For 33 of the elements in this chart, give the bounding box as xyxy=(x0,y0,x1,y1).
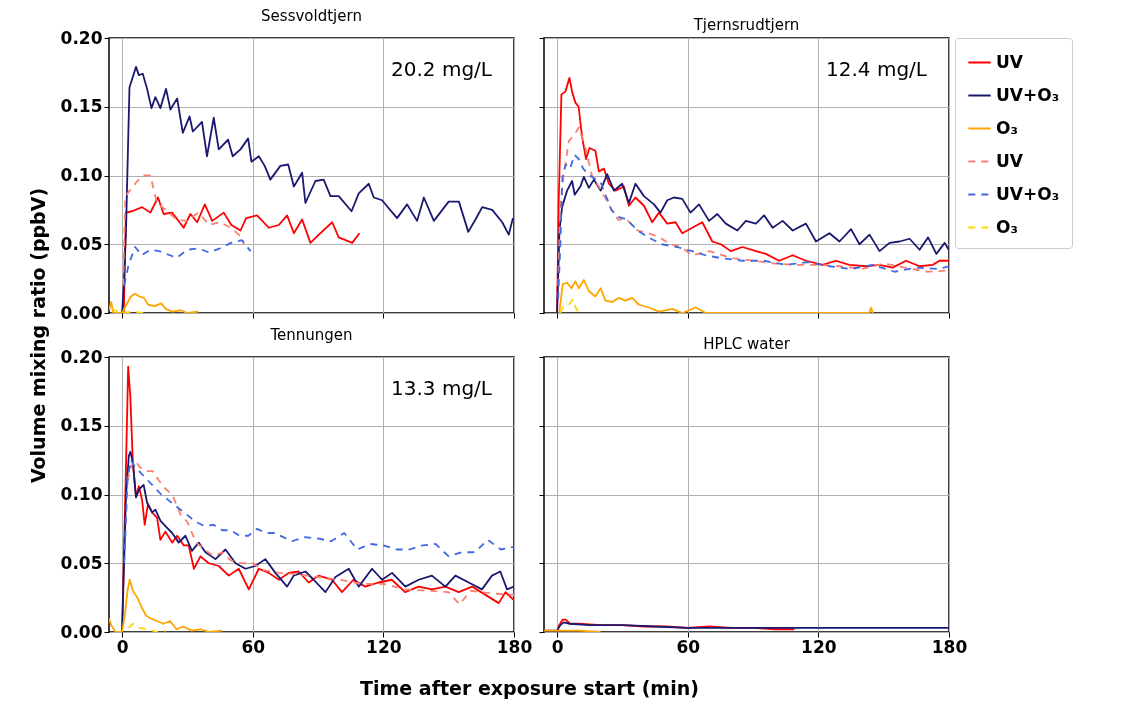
y-tick-label: 0.05 xyxy=(60,552,103,573)
chart-title: Tennungen xyxy=(269,326,353,344)
y-tick-label: 0.05 xyxy=(60,233,103,254)
x-tick-label: 120 xyxy=(366,636,402,657)
chart-title: HPLC water xyxy=(703,334,791,353)
y-axis-title: Volume mixing ratio (ppbV) xyxy=(26,187,49,484)
legend-label: O₃ xyxy=(996,117,1018,138)
annotation: 20.2 mg/L xyxy=(391,57,493,81)
x-tick-label: 0 xyxy=(551,636,564,657)
x-tick-label: 60 xyxy=(241,636,266,657)
chart-title: Sessvoldtjern xyxy=(261,7,362,25)
x-tick-label: 180 xyxy=(496,636,533,657)
legend-label: UV+O₃ xyxy=(996,84,1060,105)
y-tick-label: 0.15 xyxy=(60,96,103,117)
y-tick-label: 0.10 xyxy=(60,484,103,504)
x-tick-label: 120 xyxy=(801,636,837,657)
annotation: 13.3 mg/L xyxy=(391,376,493,400)
y-tick-label: 0.00 xyxy=(60,302,103,323)
y-tick-label: 0.10 xyxy=(60,165,103,185)
y-tick-label: 0.20 xyxy=(60,27,103,48)
y-tick-label: 0.00 xyxy=(60,621,103,642)
annotation: 12.4 mg/L xyxy=(826,57,928,81)
legend-label: UV+O₃ xyxy=(996,183,1060,204)
legend-label: O₃ xyxy=(996,216,1018,237)
legend-label: UV xyxy=(996,150,1024,171)
x-tick-label: 180 xyxy=(931,636,968,657)
chart-title: Tjernsrudtjern xyxy=(692,15,800,34)
legend-label: UV xyxy=(996,51,1024,72)
x-tick-label: 0 xyxy=(116,636,129,657)
x-axis-title: Time after exposure start (min) xyxy=(360,676,699,699)
x-tick-label: 60 xyxy=(676,636,701,657)
y-tick-label: 0.20 xyxy=(60,346,103,367)
y-tick-label: 0.15 xyxy=(60,415,103,436)
